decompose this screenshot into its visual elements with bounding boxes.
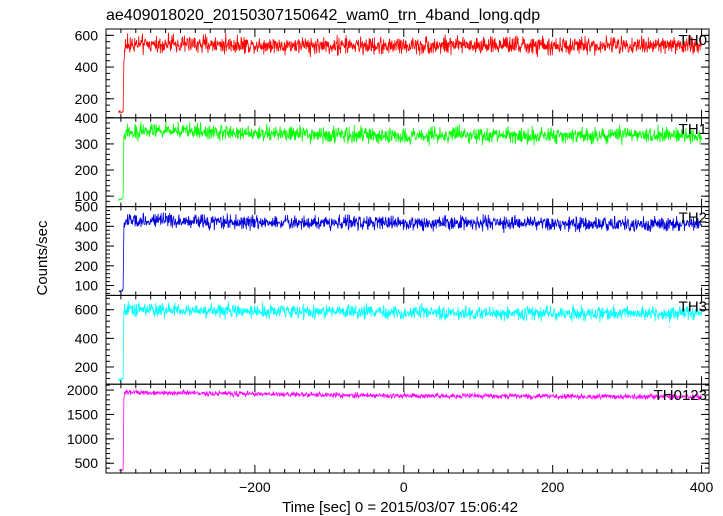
panels-group: 200 400 600 TH0 100 200 300 400 TH1 100 200 300 400 5… xyxy=(67,27,714,495)
series-label-th3: TH3 xyxy=(679,298,707,315)
series-line-th1 xyxy=(118,120,702,201)
y-tick-label: 400 xyxy=(75,330,99,346)
series-label-th0123: TH0123 xyxy=(654,387,707,404)
x-tick-label: 200 xyxy=(541,479,565,495)
x-axis-label: Time [sec] 0 = 2015/03/07 15:06:42 xyxy=(282,499,518,516)
y-tick-label: 600 xyxy=(75,27,99,43)
y-tick-label: 500 xyxy=(75,455,99,471)
y-tick-label: 500 xyxy=(75,199,99,215)
x-tick-label: 0 xyxy=(400,479,408,495)
y-tick-label: 400 xyxy=(75,218,99,234)
series-label-th1: TH1 xyxy=(679,121,707,138)
series-line-th3 xyxy=(118,301,702,383)
y-tick-label: 300 xyxy=(75,136,99,152)
y-tick-label: 2000 xyxy=(67,382,98,398)
chart-title: ae409018020_20150307150642_wam0_trn_4ban… xyxy=(106,7,540,24)
x-tick-label: 400 xyxy=(690,479,714,495)
series-line-th0123 xyxy=(118,389,702,472)
series-line-th2 xyxy=(118,212,702,293)
y-tick-label: 1000 xyxy=(67,431,98,447)
y-tick-label: 1500 xyxy=(67,406,98,422)
y-tick-label: 200 xyxy=(75,359,99,375)
y-tick-label: 100 xyxy=(75,188,99,204)
y-axis-label: Counts/sec xyxy=(34,220,51,296)
y-tick-label: 600 xyxy=(75,302,99,318)
y-tick-label: 200 xyxy=(75,91,99,107)
series-label-th2: TH2 xyxy=(679,210,707,227)
y-tick-label: 200 xyxy=(75,162,99,178)
y-tick-label: 400 xyxy=(75,110,99,126)
series-line-th0 xyxy=(118,32,702,114)
series-label-th0: TH0 xyxy=(679,32,707,49)
y-tick-label: 300 xyxy=(75,238,99,254)
x-tick-label: −200 xyxy=(239,479,271,495)
y-tick-label: 200 xyxy=(75,258,99,274)
y-tick-label: 400 xyxy=(75,59,99,75)
y-tick-label: 100 xyxy=(75,278,99,294)
